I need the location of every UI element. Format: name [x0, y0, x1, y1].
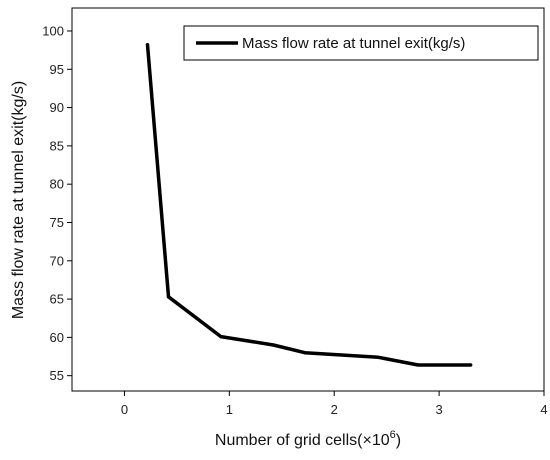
data-point — [271, 343, 275, 347]
data-point — [416, 363, 420, 367]
y-tick-label: 55 — [50, 368, 64, 383]
data-point — [303, 351, 307, 355]
x-axis-title: Number of grid cells(×106) — [215, 429, 401, 449]
data-point — [219, 335, 223, 339]
legend-box — [183, 25, 539, 61]
x-tick-label: 3 — [435, 402, 442, 417]
data-point — [376, 355, 380, 359]
data-point — [145, 43, 150, 47]
y-tick-label: 65 — [50, 292, 64, 307]
series-points — [145, 43, 473, 367]
plot-frame — [71, 7, 545, 392]
y-tick-label: 60 — [50, 330, 64, 345]
series-line — [145, 43, 473, 367]
y-tick-label: 85 — [50, 138, 64, 153]
y-tick-label: 75 — [50, 215, 64, 230]
legend-label: Mass flow rate at tunnel exit(kg/s) — [242, 35, 465, 52]
y-tick-label: 90 — [50, 100, 64, 115]
y-tick-label: 80 — [50, 177, 64, 192]
data-point — [468, 363, 473, 367]
x-axis-title-end: ) — [396, 432, 401, 449]
y-axis-title: Mass flow rate at tunnel exit(kg/s) — [10, 81, 27, 319]
y-tick-label: 95 — [50, 62, 64, 77]
y-tick-label: 70 — [50, 253, 64, 268]
data-point — [166, 295, 171, 299]
x-tick-label: 2 — [331, 402, 338, 417]
x-tick-label: 4 — [540, 402, 547, 417]
x-tick-label: 0 — [121, 402, 128, 417]
y-axis-ticks: 55 60 65 70 75 80 85 90 95 100 — [42, 23, 72, 383]
legend: Mass flow rate at tunnel exit(kg/s) — [183, 25, 539, 61]
x-axis-title-main: Number of grid cells(×10 — [215, 432, 390, 449]
x-axis-ticks: 0 1 2 3 4 — [121, 391, 548, 417]
y-tick-label: 100 — [42, 23, 64, 38]
x-axis-title-superscript: 6 — [390, 429, 396, 441]
x-tick-label: 1 — [226, 402, 233, 417]
